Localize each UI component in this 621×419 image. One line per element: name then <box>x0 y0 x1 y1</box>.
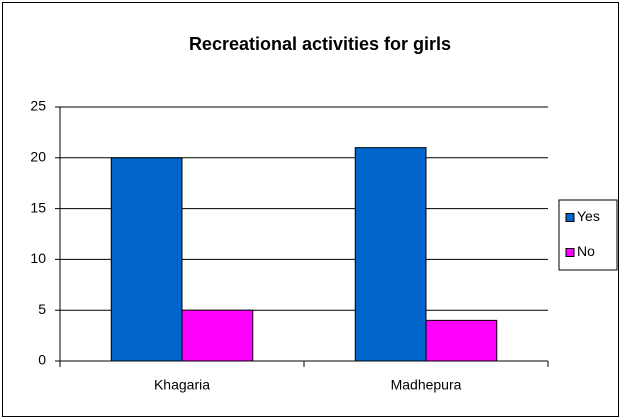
x-tick-label: Madhepura <box>391 377 462 393</box>
y-tick-label: 25 <box>30 98 46 114</box>
chart-title: Recreational activities for girls <box>189 34 451 54</box>
y-tick-label: 15 <box>30 199 46 215</box>
y-tick-label: 0 <box>38 352 46 368</box>
legend-label: Yes <box>577 208 600 224</box>
bar <box>110 157 183 362</box>
x-tick-label: Khagaria <box>154 377 210 393</box>
y-tick-label: 20 <box>30 149 46 165</box>
y-tick-label: 5 <box>38 301 46 317</box>
bar <box>354 147 427 362</box>
legend-label: No <box>577 243 595 259</box>
bar <box>425 319 498 362</box>
legend-swatch <box>565 213 575 222</box>
legend-box <box>558 199 618 271</box>
y-tick-label: 10 <box>30 250 46 266</box>
legend-swatch <box>565 248 575 257</box>
bar <box>181 309 254 362</box>
